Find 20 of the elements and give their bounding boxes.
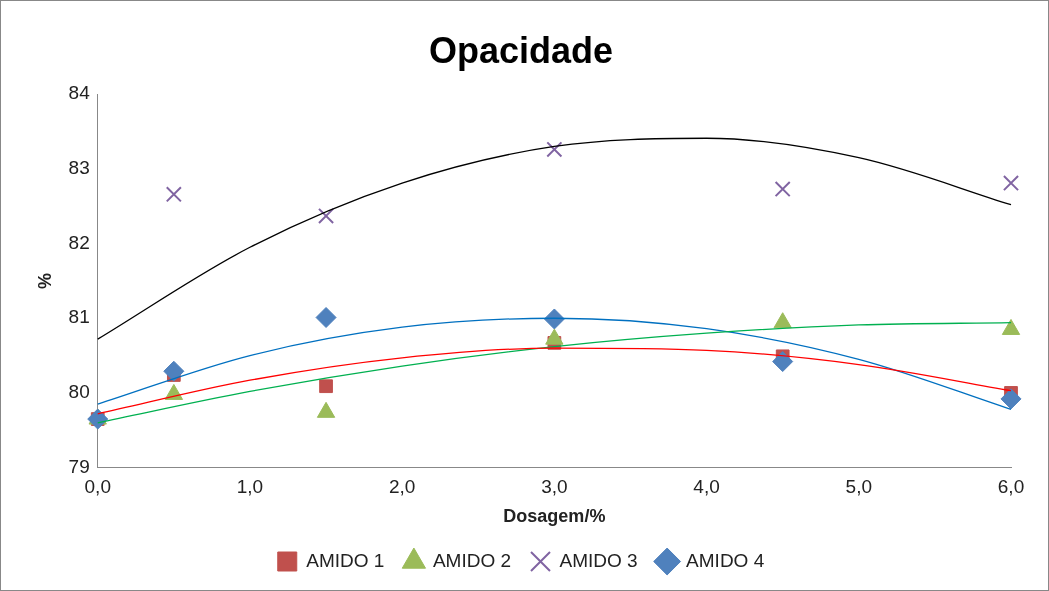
x-tick-label: 3,0 — [541, 476, 568, 498]
y-tick-label: 79 — [68, 455, 90, 477]
x-tick-label: 4,0 — [693, 476, 720, 498]
y-tick-label: 81 — [68, 306, 90, 328]
y-tick-label: 82 — [68, 231, 90, 253]
x-tick-label: 6,0 — [997, 476, 1025, 498]
legend-label: AMIDO 3 — [559, 549, 638, 571]
x-tick-label: 0,0 — [84, 476, 111, 498]
x-tick-label: 1,0 — [236, 476, 264, 498]
y-tick-label: 84 — [68, 82, 91, 104]
y-tick-label: 80 — [68, 381, 90, 403]
y-axis-title: % — [34, 272, 55, 289]
legend-label: AMIDO 1 — [306, 549, 385, 571]
legend-label: AMIDO 2 — [432, 549, 511, 571]
x-tick-label: 5,0 — [845, 476, 872, 498]
x-tick-label: 2,0 — [388, 476, 416, 498]
y-tick-label: 83 — [68, 157, 90, 179]
legend-label: AMIDO 4 — [686, 549, 765, 571]
chart-title: Opacidade — [428, 29, 614, 71]
x-axis-title: Dosagem/% — [503, 506, 606, 527]
